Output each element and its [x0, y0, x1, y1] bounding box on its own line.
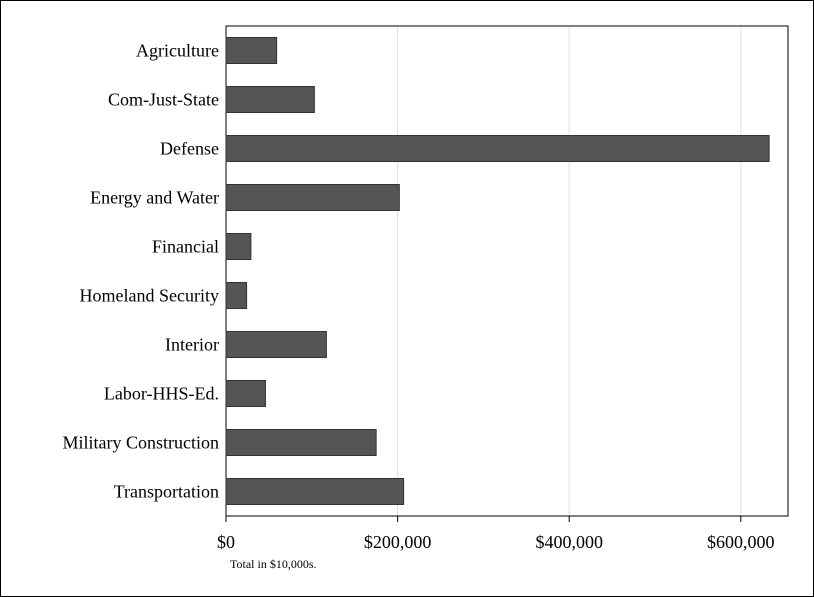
category-label: Agriculture — [136, 41, 219, 61]
category-label: Military Construction — [63, 433, 220, 453]
category-label: Com-Just-State — [108, 90, 219, 110]
category-label: Homeland Security — [80, 286, 219, 306]
category-label: Energy and Water — [90, 188, 219, 208]
bars — [225, 37, 770, 505]
x-tick-label: $600,000 — [707, 532, 775, 552]
plot-area-frame — [225, 25, 789, 517]
bar — [225, 478, 405, 505]
category-label: Defense — [160, 139, 219, 159]
bar — [225, 37, 278, 64]
category-label: Financial — [152, 237, 219, 257]
category-labels: Agriculture Com-Just-State Defense Energy a… — [63, 41, 220, 502]
bar — [225, 86, 315, 113]
x-tick-label: $200,000 — [364, 532, 432, 552]
category-label: Interior — [165, 335, 219, 355]
bar — [225, 135, 770, 162]
category-label: Transportation — [114, 482, 219, 502]
bar — [225, 282, 248, 309]
x-tick-label: $400,000 — [535, 532, 603, 552]
axis-note: Total in $10,000s. — [230, 557, 317, 571]
bar — [225, 380, 266, 407]
bar — [225, 184, 400, 211]
bar — [225, 331, 327, 358]
bar — [225, 233, 252, 260]
x-axis-ticks: $0 $200,000 $400,000 $600,000 — [217, 516, 775, 552]
bar — [225, 429, 377, 456]
category-label: Labor-HHS-Ed. — [104, 384, 219, 404]
grid-lines — [397, 26, 742, 516]
x-tick-label: $0 — [217, 532, 235, 552]
